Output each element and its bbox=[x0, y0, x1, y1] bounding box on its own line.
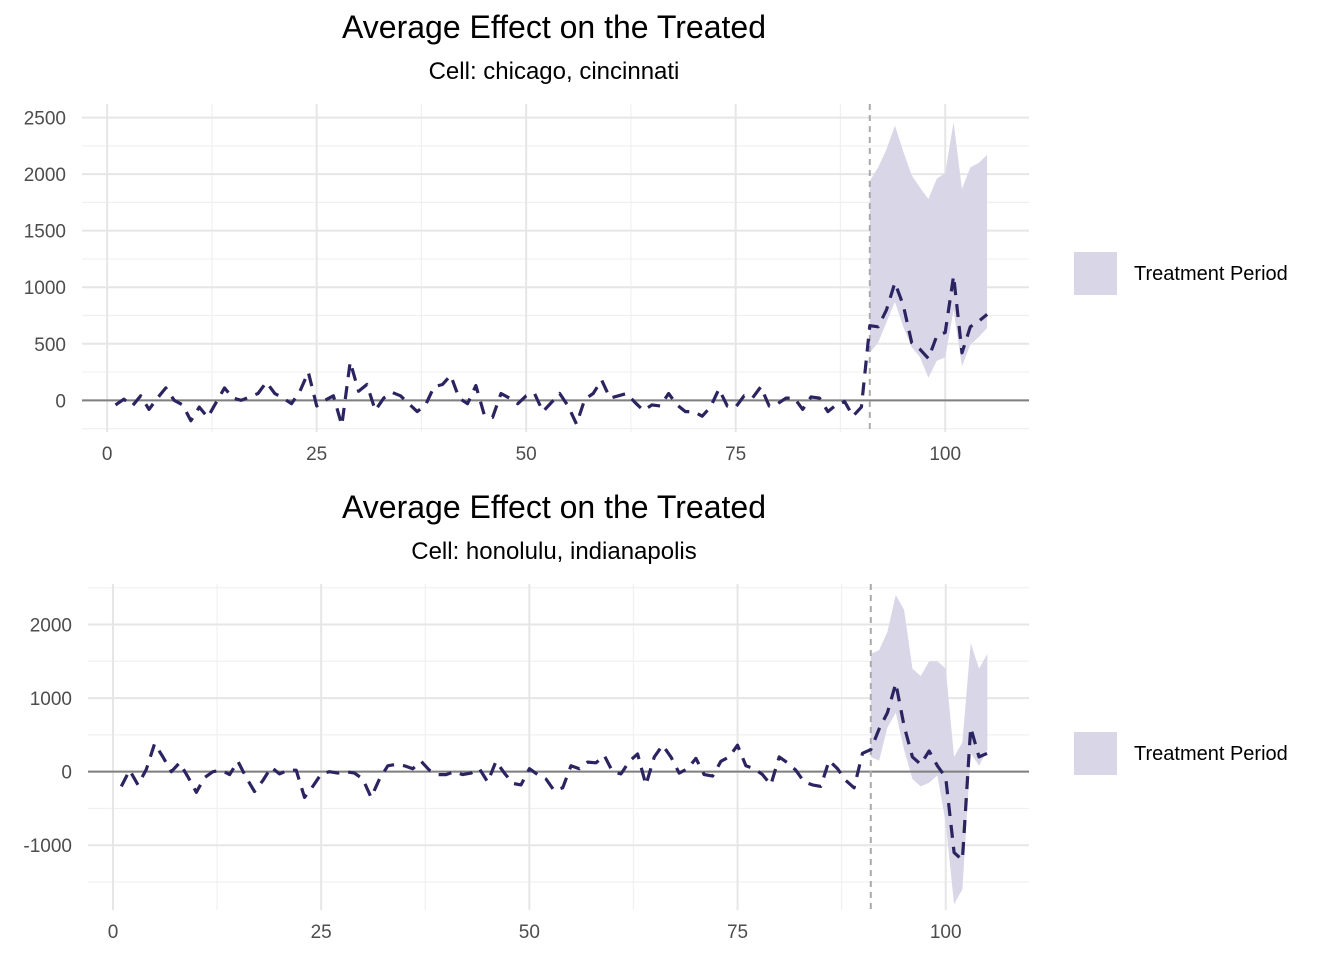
x-tick-label: 50 bbox=[516, 444, 537, 465]
y-tick-label: 0 bbox=[55, 391, 66, 412]
chart-title: Average Effect on the Treated bbox=[342, 9, 766, 45]
x-tick-label: 75 bbox=[727, 922, 748, 943]
plot-area: 0 25 50 75 100 -1000 0 1000 2000 bbox=[23, 584, 1029, 943]
legend-key-treatment-period bbox=[1074, 732, 1117, 775]
chart-title: Average Effect on the Treated bbox=[342, 489, 766, 525]
x-tick-label: 100 bbox=[930, 922, 962, 943]
y-tick-label: 1000 bbox=[24, 278, 66, 299]
legend: Treatment Period bbox=[1074, 252, 1344, 296]
x-tick-label: 75 bbox=[725, 444, 746, 465]
chart-panel-top: Average Effect on the Treated Cell: chic… bbox=[24, 9, 1344, 465]
effect-series-line bbox=[114, 274, 989, 427]
y-tick-label: 2500 bbox=[24, 109, 66, 130]
legend-label: Treatment Period bbox=[1134, 263, 1288, 285]
x-tick-label: 50 bbox=[519, 922, 540, 943]
chart-subtitle: Cell: chicago, cincinnati bbox=[428, 58, 680, 85]
y-tick-label: 2000 bbox=[30, 615, 72, 636]
effect-series-line bbox=[119, 681, 989, 862]
legend-key-treatment-period bbox=[1074, 252, 1117, 295]
treatment-period-band bbox=[869, 122, 988, 378]
x-tick-label: 0 bbox=[102, 444, 113, 465]
y-tick-label: 0 bbox=[61, 763, 72, 784]
y-tick-label: 2000 bbox=[24, 165, 66, 186]
y-tick-label: 1000 bbox=[30, 689, 72, 710]
y-tick-label: 1500 bbox=[24, 222, 66, 243]
legend-label: Treatment Period bbox=[1134, 743, 1288, 765]
y-tick-label: -1000 bbox=[23, 836, 72, 857]
x-tick-label: 25 bbox=[306, 444, 327, 465]
chart-subtitle: Cell: honolulu, indianapolis bbox=[411, 538, 697, 565]
x-tick-label: 100 bbox=[929, 444, 961, 465]
x-tick-label: 0 bbox=[108, 922, 119, 943]
x-tick-label: 25 bbox=[311, 922, 332, 943]
legend: Treatment Period bbox=[1074, 732, 1344, 776]
y-tick-label: 500 bbox=[34, 335, 66, 356]
chart-panel-bottom: Average Effect on the Treated Cell: hono… bbox=[0, 480, 1344, 960]
